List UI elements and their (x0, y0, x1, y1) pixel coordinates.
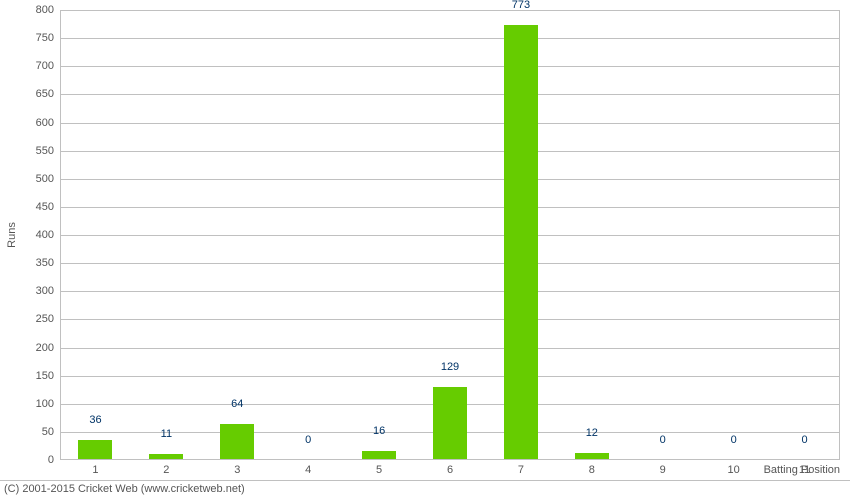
y-tick-label: 550 (36, 145, 60, 157)
y-tick-label: 500 (36, 173, 60, 185)
y-tick-label: 100 (36, 398, 60, 410)
y-tick-label: 800 (36, 4, 60, 16)
y-axis-title: Runs (6, 222, 18, 248)
y-tick-label: 250 (36, 313, 60, 325)
x-tick-label: 8 (589, 460, 595, 476)
y-tick-label: 600 (36, 117, 60, 129)
plot-border (60, 10, 840, 460)
x-tick-label: 10 (728, 460, 740, 476)
x-tick-label: 5 (376, 460, 382, 476)
y-tick-label: 700 (36, 60, 60, 72)
y-tick-label: 0 (48, 454, 60, 466)
x-tick-label: 2 (163, 460, 169, 476)
x-tick-label: 7 (518, 460, 524, 476)
x-tick-label: 6 (447, 460, 453, 476)
chart-container: 0 50 100 150 200 250 300 350 400 450 500 550 600 650 7… (0, 0, 850, 500)
footer-text: (C) 2001-2015 Cricket Web (www.cricketwe… (0, 481, 850, 497)
y-tick-label: 400 (36, 229, 60, 241)
y-tick-label: 650 (36, 88, 60, 100)
x-tick-label: 1 (92, 460, 98, 476)
y-tick-label: 200 (36, 342, 60, 354)
x-tick-label: 9 (660, 460, 666, 476)
y-tick-label: 350 (36, 257, 60, 269)
x-axis-title: Batting Position (764, 464, 840, 476)
x-tick-label: 4 (305, 460, 311, 476)
y-tick-label: 450 (36, 201, 60, 213)
footer: (C) 2001-2015 Cricket Web (www.cricketwe… (0, 480, 850, 500)
x-tick-label: 3 (234, 460, 240, 476)
y-tick-label: 750 (36, 32, 60, 44)
y-tick-label: 150 (36, 370, 60, 382)
y-tick-label: 300 (36, 285, 60, 297)
y-tick-label: 50 (42, 426, 60, 438)
